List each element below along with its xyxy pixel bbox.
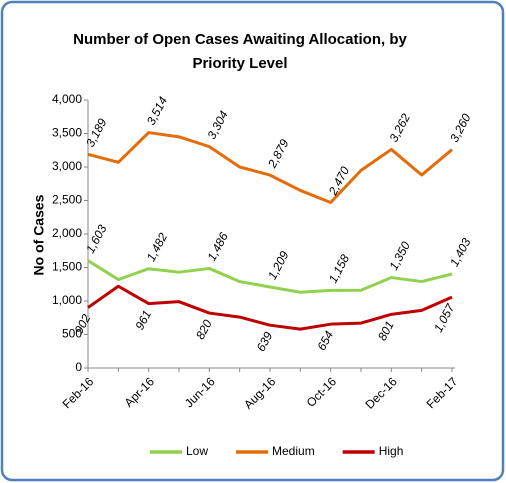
chart-title: Number of Open Cases Awaiting Allocation…	[73, 31, 407, 72]
y-tick-label: 2,500	[52, 193, 82, 207]
y-axis-label: No of Cases	[31, 194, 47, 275]
y-tick-label: 3,000	[52, 159, 82, 173]
y-tick-label: 1,000	[52, 293, 82, 307]
legend-label: Medium	[272, 444, 315, 458]
legend-label: Low	[186, 444, 208, 458]
y-tick-label: 500	[62, 327, 82, 341]
y-tick-label: 4,000	[52, 92, 82, 106]
y-tick-label: 2,000	[52, 226, 82, 240]
legend-label: High	[379, 444, 404, 458]
legend: Low Medium High	[150, 444, 403, 458]
series-line	[87, 259, 453, 294]
series-line	[87, 131, 453, 205]
y-tick-label: 3,500	[52, 126, 82, 140]
series-line	[87, 284, 453, 331]
y-tick-label: 1,500	[52, 260, 82, 274]
y-tick-label: 0	[75, 360, 82, 374]
